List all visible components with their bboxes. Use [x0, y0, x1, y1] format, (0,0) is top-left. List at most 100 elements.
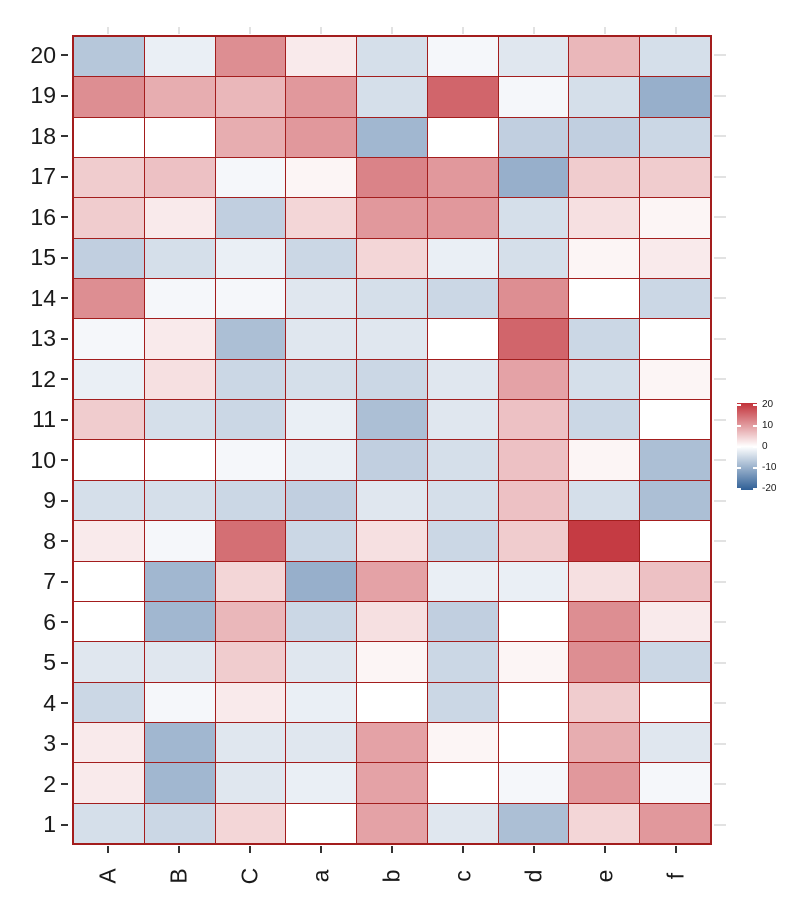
heatmap-cell — [286, 480, 357, 521]
heatmap-cell — [286, 400, 357, 440]
x-axis-label: B — [165, 868, 192, 884]
y-axis-tick — [61, 621, 68, 624]
heatmap-cell — [498, 722, 569, 763]
heatmap-cell — [74, 319, 144, 359]
heatmap-cell — [286, 803, 357, 843]
heatmap-cell — [569, 763, 640, 803]
legend-tick — [737, 424, 741, 427]
y-axis-tick — [61, 499, 68, 502]
heatmap-cell — [427, 642, 498, 682]
heatmap-cell — [427, 763, 498, 803]
heatmap-cell — [569, 117, 640, 158]
heatmap-cell — [427, 238, 498, 279]
heatmap-cell — [357, 238, 427, 279]
y-axis-label: 3 — [43, 730, 56, 757]
heatmap-cell — [427, 521, 498, 561]
heatmap-cell — [498, 158, 569, 198]
heatmap-cell — [569, 77, 640, 117]
heatmap-cell — [144, 480, 215, 521]
heatmap-cell — [144, 400, 215, 440]
heatmap-cell — [144, 803, 215, 843]
heatmap-cell — [215, 521, 286, 561]
heatmap-cell — [215, 158, 286, 198]
heatmap-cell — [498, 480, 569, 521]
heatmap-cell — [357, 561, 427, 601]
heatmap-cell — [215, 561, 286, 601]
y-axis-tick — [61, 378, 68, 381]
heatmap-cell — [569, 642, 640, 682]
heatmap-cell — [357, 400, 427, 440]
legend-tick — [737, 466, 741, 469]
heatmap-cell — [74, 561, 144, 601]
x-axis-label: a — [307, 869, 334, 883]
heatmap-cell — [357, 803, 427, 843]
x-axis-tick — [533, 846, 536, 853]
heatmap-cell — [144, 238, 215, 279]
y-axis-tick — [61, 175, 68, 178]
heatmap-cell — [569, 158, 640, 198]
heatmap-cell — [427, 480, 498, 521]
heatmap-cell — [498, 117, 569, 158]
x-axis-tick — [177, 846, 180, 853]
heatmap-cell — [286, 117, 357, 158]
heatmap-cell — [357, 359, 427, 400]
legend-tick — [753, 424, 757, 427]
heatmap-cell — [640, 198, 710, 238]
gridline-stub — [391, 27, 393, 34]
heatmap-cell — [74, 642, 144, 682]
heatmap-cell — [144, 521, 215, 561]
heatmap-cell — [569, 238, 640, 279]
heatmap-cell — [74, 521, 144, 561]
gridline-stub — [106, 27, 109, 34]
heatmap-cell — [215, 400, 286, 440]
heatmap-cell — [569, 682, 640, 722]
heatmap-cell — [286, 561, 357, 601]
gridline-stub — [714, 580, 726, 583]
heatmap-cell — [215, 77, 286, 117]
heatmap-cell — [569, 400, 640, 440]
heatmap-cell — [144, 158, 215, 198]
heatmap-cell — [427, 279, 498, 319]
heatmap-cell — [498, 238, 569, 279]
y-axis-tick — [61, 661, 68, 664]
legend-tick — [753, 466, 757, 469]
y-axis-label: 7 — [43, 568, 56, 595]
heatmap-cell — [215, 117, 286, 158]
heatmap-cell — [498, 400, 569, 440]
heatmap-cell — [144, 37, 215, 77]
gridline-stub — [714, 540, 726, 543]
heatmap-cell — [74, 279, 144, 319]
heatmap-cell — [144, 198, 215, 238]
heatmap-cell — [357, 319, 427, 359]
x-axis-label: f — [662, 872, 689, 880]
gridline-stub — [714, 54, 726, 57]
heatmap-cell — [74, 480, 144, 521]
gridline-stub — [714, 337, 726, 340]
gridline-stub — [714, 783, 726, 786]
y-axis-label: 14 — [30, 284, 56, 311]
heatmap-cell — [215, 279, 286, 319]
legend-tick-label: 10 — [762, 419, 774, 431]
heatmap-cell — [357, 722, 427, 763]
heatmap-cell — [498, 440, 569, 480]
legend-tick-label: 20 — [762, 398, 774, 410]
y-axis-label: 17 — [30, 163, 56, 190]
y-axis-label: 19 — [30, 82, 56, 109]
heatmap-cell — [498, 359, 569, 400]
heatmap-cell — [640, 359, 710, 400]
heatmap-cell — [74, 400, 144, 440]
y-axis-tick — [61, 580, 68, 583]
heatmap-cell — [640, 682, 710, 722]
y-axis-label: 10 — [30, 446, 56, 473]
legend-tick-label: -10 — [762, 461, 777, 473]
heatmap-cell — [74, 158, 144, 198]
heatmap-cell — [427, 601, 498, 642]
heatmap-cell — [640, 77, 710, 117]
gridline-stub — [533, 27, 536, 34]
y-axis-label: 9 — [43, 487, 56, 514]
heatmap-cell — [640, 561, 710, 601]
y-axis-label: 5 — [43, 649, 56, 676]
heatmap-cell — [286, 37, 357, 77]
heatmap-cell — [357, 37, 427, 77]
heatmap-cell — [569, 601, 640, 642]
